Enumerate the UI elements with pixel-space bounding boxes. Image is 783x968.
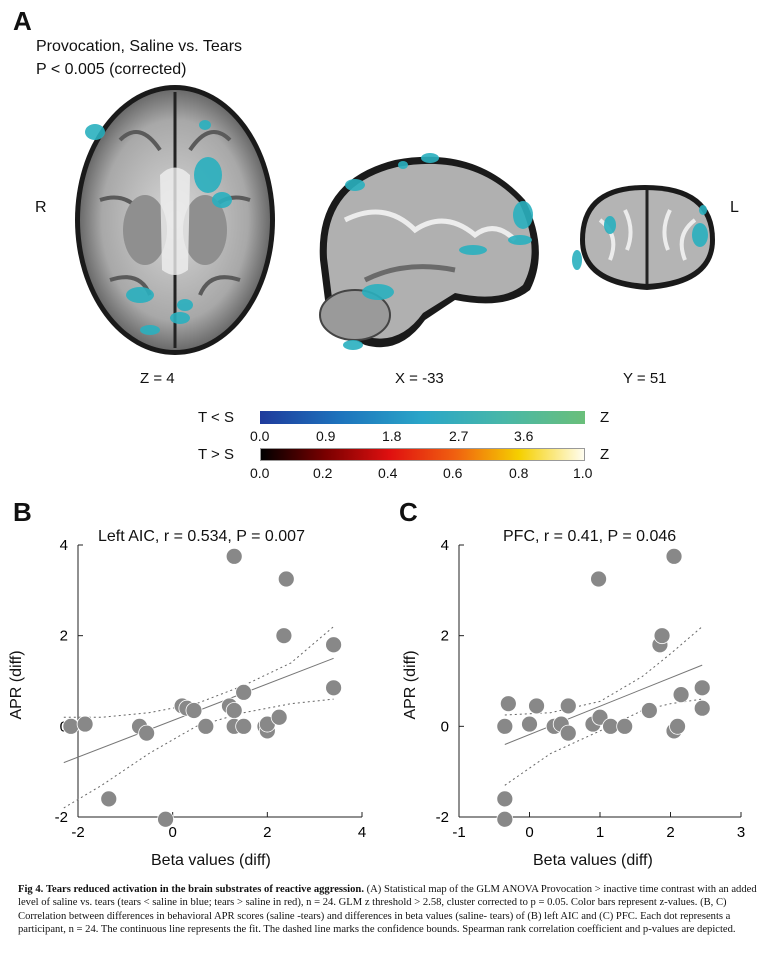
- blue-colorbar-label: T < S: [198, 409, 234, 426]
- caption-title: Tears reduced activation in the brain su…: [45, 884, 364, 895]
- panel-c-xlabel: Beta values (diff): [533, 852, 653, 869]
- data-point: [76, 715, 94, 733]
- panel-c-title: PFC, r = 0.41, P = 0.046: [503, 528, 677, 545]
- data-point: [277, 570, 295, 588]
- y-tick-label: 4: [441, 537, 449, 554]
- data-point: [62, 717, 80, 735]
- axial-slice-label: Z = 4: [140, 370, 175, 387]
- data-point: [653, 627, 671, 645]
- data-point: [528, 697, 545, 715]
- red-tick: 0.0: [250, 465, 270, 481]
- left-hemisphere-label: L: [730, 199, 739, 216]
- x-tick-label: 0: [525, 824, 533, 841]
- data-point: [197, 717, 215, 735]
- x-tick-label: -2: [71, 824, 84, 841]
- fit-line: [504, 664, 703, 745]
- red-tick: 1.0: [573, 465, 593, 481]
- data-point: [590, 570, 607, 588]
- panel-b-xlabel: Beta values (diff): [151, 852, 271, 869]
- blue-tick: 2.7: [449, 428, 469, 444]
- data-point: [669, 717, 686, 735]
- data-point: [138, 724, 156, 742]
- sagittal-brain-slice: [319, 153, 539, 350]
- y-tick-label: 2: [60, 628, 68, 645]
- ci-upper-line: [63, 626, 334, 718]
- red-colorbar-unit: Z: [600, 446, 610, 463]
- x-tick-label: 0: [168, 824, 176, 841]
- y-tick-label: -2: [436, 809, 449, 826]
- blue-tick: 1.8: [382, 428, 402, 444]
- data-point: [602, 717, 619, 735]
- data-point: [559, 697, 577, 715]
- red-tick: 0.8: [509, 465, 529, 481]
- panel-a-title: Provocation, Saline vs. Tears: [36, 38, 243, 55]
- coronal-slice-label: Y = 51: [623, 370, 667, 387]
- x-tick-label: 2: [263, 824, 271, 841]
- red-colorbar: [260, 448, 585, 461]
- blue-tick: 0.0: [250, 428, 270, 444]
- figure-caption: Fig 4. Tears reduced activation in the b…: [18, 883, 768, 937]
- data-point: [325, 679, 343, 697]
- ci-lower-line: [504, 698, 703, 786]
- data-point: [225, 547, 243, 565]
- data-point: [496, 810, 514, 828]
- ci-lower-line: [63, 698, 334, 809]
- x-tick-label: 4: [358, 824, 366, 841]
- panel-b-letter: B: [13, 497, 32, 527]
- blue-tick: 0.9: [316, 428, 336, 444]
- red-tick: 0.2: [313, 465, 333, 481]
- data-point: [325, 636, 343, 654]
- data-point: [559, 724, 577, 742]
- y-tick-label: 2: [441, 628, 449, 645]
- data-point: [235, 683, 253, 701]
- sagittal-slice-label: X = -33: [395, 370, 444, 387]
- data-point: [496, 790, 514, 808]
- y-tick-label: -2: [55, 809, 68, 826]
- axial-brain-slice: [75, 85, 275, 355]
- data-point: [521, 715, 538, 733]
- red-colorbar-label: T > S: [198, 446, 234, 463]
- panel-a-threshold: P < 0.005 (corrected): [36, 61, 187, 78]
- x-tick-label: 2: [666, 824, 674, 841]
- red-tick: 0.4: [378, 465, 398, 481]
- data-point: [275, 627, 293, 645]
- caption-fig-number: Fig 4.: [18, 884, 44, 895]
- data-point: [616, 717, 634, 735]
- x-tick-label: -1: [452, 824, 465, 841]
- data-point: [270, 708, 288, 726]
- data-point: [693, 699, 711, 717]
- data-point: [665, 547, 683, 565]
- y-tick-label: 0: [441, 718, 449, 735]
- panel-a-letter: A: [13, 6, 32, 36]
- data-point: [499, 695, 517, 713]
- blue-colorbar: [260, 411, 585, 424]
- data-point: [157, 810, 174, 828]
- blue-tick: 3.6: [514, 428, 534, 444]
- panel-c-letter: C: [399, 497, 418, 527]
- data-point: [640, 702, 658, 719]
- data-point: [496, 717, 514, 735]
- data-point: [100, 790, 118, 808]
- coronal-brain-slice: [572, 185, 715, 290]
- data-point: [185, 702, 203, 719]
- blue-colorbar-unit: Z: [600, 409, 610, 426]
- red-tick: 0.6: [443, 465, 463, 481]
- caption-text: (A) Statistical map of the GLM ANOVA Pro…: [18, 884, 757, 936]
- x-tick-label: 1: [596, 824, 604, 841]
- data-point: [225, 702, 243, 719]
- panel-b-title: Left AIC, r = 0.534, P = 0.007: [98, 528, 305, 545]
- x-tick-label: 3: [737, 824, 745, 841]
- data-point: [693, 679, 711, 697]
- right-hemisphere-label: R: [35, 199, 47, 216]
- data-point: [672, 686, 690, 704]
- ci-upper-line: [504, 626, 703, 716]
- y-tick-label: 4: [60, 537, 68, 554]
- data-point: [235, 717, 253, 735]
